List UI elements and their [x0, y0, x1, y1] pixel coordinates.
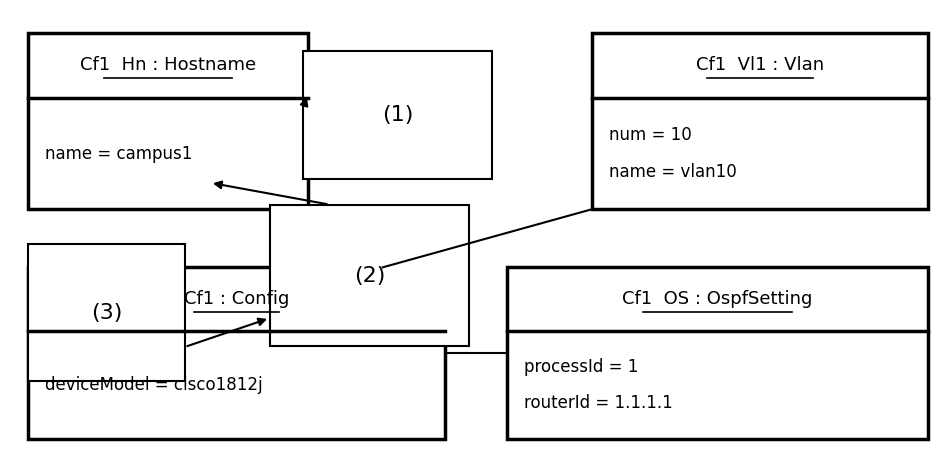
- Text: Cf1  Vl1 : Vlan: Cf1 Vl1 : Vlan: [696, 56, 824, 74]
- Text: Cf1  Hn : Hostname: Cf1 Hn : Hostname: [80, 56, 256, 74]
- Bar: [270, 205, 469, 346]
- Text: routerId = 1.1.1.1: routerId = 1.1.1.1: [524, 394, 672, 412]
- Bar: [592, 33, 928, 209]
- Text: (2): (2): [353, 266, 385, 286]
- Bar: [507, 267, 928, 439]
- Text: name = campus1: name = campus1: [45, 145, 193, 163]
- Text: Cf1  OS : OspfSetting: Cf1 OS : OspfSetting: [622, 290, 813, 308]
- Text: deviceModel = cisco1812j: deviceModel = cisco1812j: [45, 376, 263, 394]
- Bar: [28, 267, 445, 439]
- Text: name = vlan10: name = vlan10: [609, 163, 737, 181]
- Text: (3): (3): [91, 303, 122, 323]
- Bar: [28, 33, 308, 209]
- Text: (1): (1): [382, 105, 414, 125]
- Text: Cf1 : Config: Cf1 : Config: [184, 290, 290, 308]
- Text: processId = 1: processId = 1: [524, 358, 638, 376]
- Bar: [28, 244, 185, 381]
- Bar: [303, 51, 492, 179]
- Text: num = 10: num = 10: [609, 126, 691, 144]
